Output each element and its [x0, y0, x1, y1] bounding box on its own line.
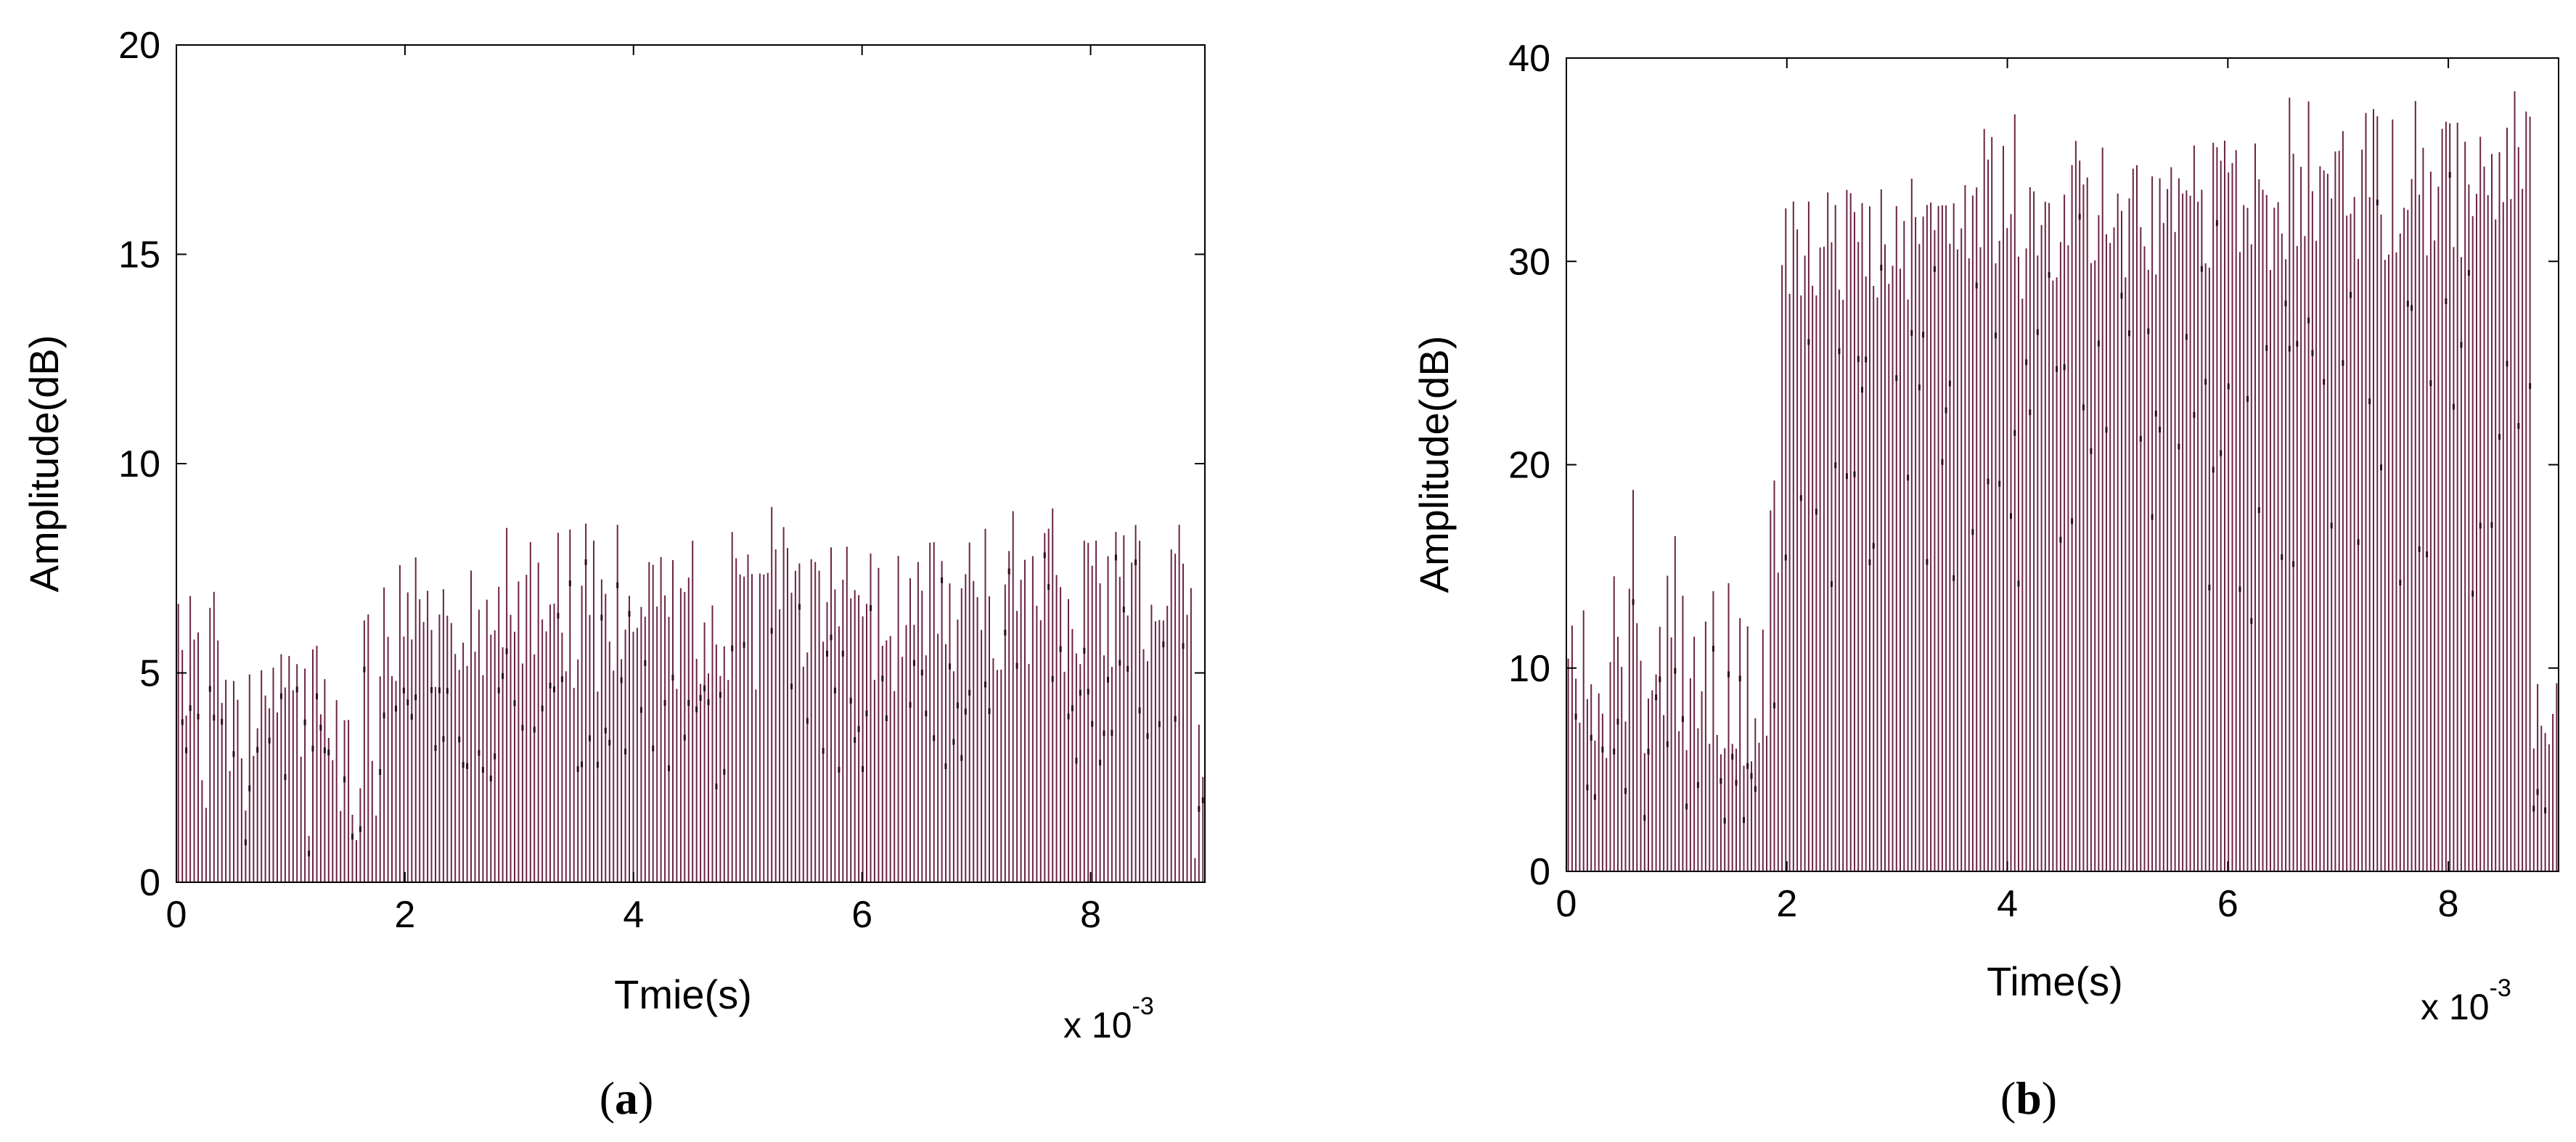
x-tick-label-b: 6 [2217, 883, 2238, 925]
y-tick-label-a: 10 [118, 443, 160, 485]
y-tick-label-b: 30 [1508, 241, 1550, 283]
x-tick-label-b: 0 [1556, 883, 1577, 925]
x-tick-label-a: 8 [1080, 894, 1101, 936]
x-axis-title-b: Time(s) [1987, 958, 2123, 1004]
y-tick-label-a: 5 [139, 653, 160, 695]
plot-area-a [176, 45, 1205, 882]
x-scale-multiplier-b: x 10-3 [2421, 974, 2511, 1027]
panel-label-b: (b) [2000, 1072, 2057, 1124]
x-tick-label-a: 6 [851, 894, 872, 936]
y-axis-title-a: Amplitude(dB) [21, 335, 67, 593]
y-tick-label-b: 0 [1529, 851, 1550, 893]
x-tick-label-b: 2 [1776, 883, 1797, 925]
x-tick-label-a: 0 [166, 894, 187, 936]
y-tick-label-b: 20 [1508, 445, 1550, 487]
y-ticks-b: 0 10 20 30 40 [1508, 38, 2559, 893]
plot-area-b [1566, 58, 2559, 871]
y-ticks-a: 0 5 10 15 20 [118, 25, 1205, 904]
y-tick-label-a: 20 [118, 25, 160, 67]
bars-a [177, 506, 1204, 882]
y-axis-title-b: Amplitude(dB) [1411, 336, 1457, 593]
x-ticks-b: 0 2 4 6 8 [1556, 58, 2459, 925]
x-tick-label-a: 2 [394, 894, 415, 936]
x-scale-multiplier-a: x 10-3 [1063, 993, 1154, 1046]
y-tick-label-a: 15 [118, 234, 160, 276]
x-tick-label-b: 8 [2438, 883, 2459, 925]
bars-b [1567, 91, 2558, 871]
x-ticks-a: 0 2 4 6 8 [166, 45, 1101, 936]
x-tick-label-a: 4 [623, 894, 644, 936]
x-scale-exponent-a: -3 [1132, 993, 1154, 1020]
x-tick-label-b: 4 [1997, 883, 2018, 925]
panel-a: 0 2 4 6 8 0 5 10 15 20 Tmie(s) Amplitude(dB) x 1… [21, 25, 1206, 1124]
y-tick-label-a: 0 [139, 862, 160, 904]
x-scale-exponent-b: -3 [2490, 974, 2511, 1002]
x-axis-title-a: Tmie(s) [614, 971, 752, 1017]
panel-b: 0 2 4 6 8 0 10 20 30 40 Time(s) Amplitude(dB) x … [1411, 38, 2559, 1124]
y-tick-label-b: 10 [1508, 648, 1550, 690]
y-tick-label-b: 40 [1508, 38, 1550, 80]
panel-label-a: (a) [600, 1072, 654, 1124]
